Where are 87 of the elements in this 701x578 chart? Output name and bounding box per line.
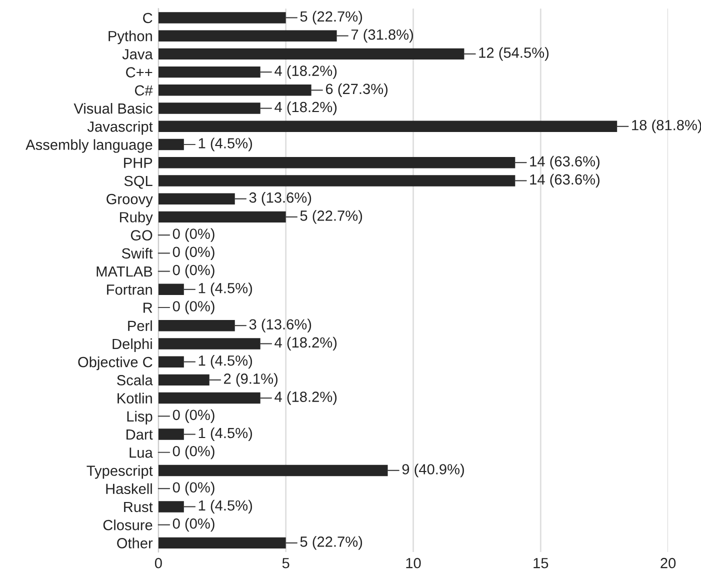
- y-tick-label: C++: [126, 67, 152, 78]
- y-tick-label: Visual Basic: [74, 102, 152, 114]
- y-tick-label: C: [143, 12, 152, 24]
- y-tick-label: PHP: [124, 158, 152, 168]
- bar: [158, 501, 184, 512]
- y-tick-label: Ruby: [120, 212, 153, 226]
- data-label: 1 (4.5%): [198, 427, 252, 442]
- bar: [158, 12, 286, 24]
- y-tick-label: Groovy: [106, 194, 153, 208]
- y-tick-label: Objective C: [78, 356, 152, 370]
- y-tick-label: Perl: [128, 320, 152, 332]
- y-tick-label: Rust: [124, 502, 153, 512]
- x-tick-label: 10: [406, 558, 421, 568]
- bar: [158, 193, 235, 204]
- bar: [158, 338, 260, 350]
- data-label: 4 (18.2%): [274, 336, 337, 351]
- data-label: 1 (4.5%): [198, 355, 252, 369]
- data-label: 18 (81.8%): [632, 120, 701, 134]
- data-label: 3 (13.6%): [249, 318, 312, 332]
- y-tick-label: SQL: [124, 176, 152, 189]
- bar: [158, 138, 184, 150]
- data-label: 1 (4.5%): [198, 282, 252, 296]
- bar: [158, 66, 260, 78]
- bar: [158, 30, 337, 42]
- y-tick-label: R: [144, 302, 152, 313]
- bar: [158, 428, 184, 440]
- bar: [158, 374, 210, 386]
- bar: [158, 175, 516, 186]
- y-tick-label: Kotlin: [118, 392, 152, 404]
- y-tick-label: Fortran: [107, 284, 152, 295]
- y-tick-label: Assembly language: [26, 139, 152, 153]
- data-label: 4 (18.2%): [274, 391, 337, 405]
- y-tick-label: MATLAB: [96, 266, 152, 277]
- data-label: 0 (0%): [172, 518, 214, 532]
- x-tick-label: 5: [282, 558, 290, 568]
- y-tick-label: Delphi: [112, 338, 152, 352]
- y-tick-label: Haskell: [106, 483, 152, 494]
- data-label: 0 (0%): [172, 228, 214, 242]
- data-label: 4 (18.2%): [274, 65, 337, 79]
- y-tick-label: Closure: [103, 520, 152, 530]
- bar: [158, 120, 618, 132]
- bar: [158, 211, 286, 223]
- bar: [158, 48, 464, 60]
- data-label: 0 (0%): [172, 300, 214, 314]
- data-label: 9 (40.9%): [402, 464, 464, 478]
- y-tick-label: Typescript: [86, 465, 153, 479]
- x-tick-label: 15: [534, 558, 548, 568]
- bar: [158, 537, 286, 549]
- data-label: 5 (22.7%): [300, 210, 362, 224]
- y-tick-label: Other: [117, 538, 153, 548]
- data-label: 5 (22.7%): [300, 536, 362, 550]
- bar: [158, 156, 516, 168]
- data-label: 0 (0%): [172, 264, 214, 278]
- bar: [158, 356, 184, 368]
- x-tick-label: 20: [660, 558, 676, 568]
- y-tick-label: C#: [134, 85, 153, 96]
- data-label: 0 (0%): [172, 246, 214, 260]
- data-label: 14 (63.6%): [530, 156, 600, 170]
- y-tick-label: Swift: [122, 248, 153, 259]
- x-tick-label: 0: [154, 558, 162, 568]
- data-label: 4 (18.2%): [274, 101, 337, 116]
- y-tick-label: Java: [122, 49, 153, 60]
- data-label: 6 (27.3%): [326, 83, 388, 97]
- y-tick-label: Dart: [126, 430, 153, 440]
- y-tick-label: GO: [130, 230, 152, 240]
- data-label: 0 (0%): [172, 409, 214, 423]
- data-label: 14 (63.6%): [530, 174, 600, 188]
- y-tick-label: Scala: [117, 374, 153, 386]
- bar: [158, 392, 260, 404]
- y-tick-label: Lisp: [127, 410, 152, 424]
- bar: [158, 84, 312, 96]
- data-label: 1 (4.5%): [198, 138, 252, 152]
- bar: [158, 320, 235, 332]
- data-label: 5 (22.7%): [300, 10, 362, 25]
- bar: [158, 284, 184, 295]
- bar: [158, 464, 388, 476]
- data-label: 1 (4.5%): [198, 500, 252, 514]
- data-label: 7 (31.8%): [351, 29, 414, 43]
- data-label: 0 (0%): [172, 446, 214, 460]
- y-tick-label: Python: [108, 30, 152, 44]
- data-label: 0 (0%): [172, 482, 214, 496]
- data-label: 12 (54.5%): [479, 47, 549, 61]
- data-label: 2 (9.1%): [224, 373, 278, 387]
- data-label: 3 (13.6%): [249, 192, 312, 206]
- y-tick-label: Javascript: [87, 121, 153, 135]
- bar: [158, 102, 260, 114]
- y-tick-label: Lua: [130, 448, 153, 458]
